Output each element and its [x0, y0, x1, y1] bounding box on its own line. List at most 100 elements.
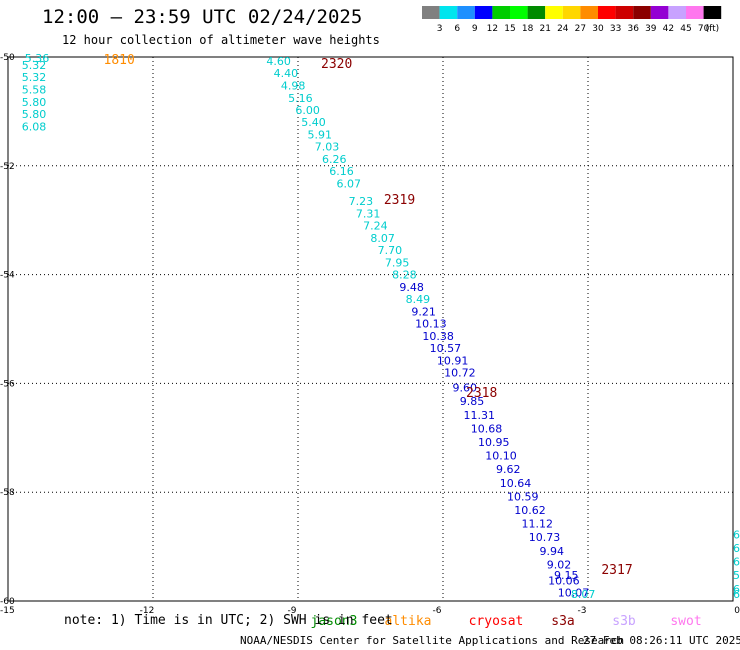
y-tick-label: -50 — [0, 53, 15, 63]
legend-unit: (ft) — [706, 24, 720, 34]
wave-height-label: 6.08 — [22, 120, 47, 133]
y-tick-label: -58 — [0, 488, 15, 498]
wave-height-label: 10.62 — [514, 504, 546, 517]
wave-height-label: 4.98 — [281, 80, 306, 93]
wave-height-label: 4.60 — [266, 55, 291, 68]
wave-height-label: 9.15 — [554, 569, 579, 582]
footer-credit: NOAA/NESDIS Center for Satellite Applica… — [240, 634, 625, 647]
footer-timestamp: 27 Feb 08:26:11 UTC 2025 — [583, 634, 740, 647]
wave-height-label: 10.72 — [444, 366, 476, 379]
wave-height-label: 5.32 — [22, 59, 47, 72]
wave-height-label: 7.70 — [378, 244, 403, 257]
x-tick-label: -9 — [288, 606, 297, 616]
wave-height-label: 5.80 — [22, 108, 47, 121]
legend-swatch — [474, 6, 493, 19]
legend-tick-label: 30 — [592, 24, 604, 34]
y-tick-label: -60 — [0, 597, 15, 607]
track-time-label: 2319 — [384, 193, 415, 208]
legend-swatch — [492, 6, 510, 19]
wave-height-label: 8.28 — [392, 268, 417, 281]
y-tick-label: -56 — [0, 379, 15, 389]
legend-tick-label: 33 — [610, 24, 621, 34]
legend-swatch — [527, 6, 546, 19]
color-scale-legend: 3 6 9 12 15 18 21 24 27 30 33 36 39 42 45 70(ft) — [422, 6, 722, 34]
legend-tick-label: 45 — [680, 24, 691, 34]
wave-height-label: 7.24 — [363, 219, 388, 232]
wave-height-label: 10.59 — [507, 490, 539, 503]
wave-height-label: 10.06 — [548, 575, 580, 588]
wave-height-label: 10.10 — [485, 450, 517, 463]
legend-swatch — [545, 6, 563, 19]
legend-tick-label: 18 — [522, 24, 534, 34]
legend-tick-label: 21 — [539, 24, 550, 34]
legend-tick-label: 36 — [627, 24, 639, 34]
x-tick-label: -3 — [578, 606, 587, 616]
wave-height-label: 8.07 — [370, 232, 395, 245]
wave-height-label: 10.68 — [471, 422, 503, 435]
wave-height-label: 10.07 — [558, 587, 590, 600]
wave-height-label: 5.58 — [22, 83, 47, 96]
page-subtitle: 12 hour collection of altimeter wave hei… — [62, 33, 380, 47]
plot-frame — [7, 56, 734, 602]
legend-swatch — [580, 6, 598, 19]
legend-tick-label: 27 — [575, 24, 586, 34]
legend-tick-label: 3 — [437, 24, 443, 34]
y-tick-label: -52 — [0, 162, 15, 172]
edge-wave-height-label: 6 — [733, 556, 740, 569]
wave-height-label: 10.38 — [422, 330, 454, 343]
wave-height-label: 10.64 — [500, 477, 532, 490]
x-tick-label: -15 — [0, 606, 15, 616]
footer-note: note: 1) Time is in UTC; 2) SWH is in fe… — [64, 613, 393, 628]
wave-height-label: 10.57 — [430, 342, 462, 355]
satellite-name-s3b: s3b — [612, 614, 636, 629]
wave-height-label: 5.36 — [25, 52, 50, 65]
wave-height-label: 7.95 — [385, 256, 410, 269]
legend-tick-label: 24 — [557, 24, 569, 34]
wave-height-label: 8.49 — [406, 293, 431, 306]
wave-height-label: 9.21 — [411, 305, 436, 318]
satellite-name-jason3: jason3 — [311, 614, 358, 629]
legend-tick-label: 9 — [472, 24, 478, 34]
edge-wave-height-label: 6 — [733, 542, 740, 555]
wave-height-label: 9.48 — [399, 281, 424, 294]
y-tick-label: -54 — [0, 271, 15, 281]
wave-height-label: 6.00 — [295, 104, 320, 117]
edge-wave-height-label: 5 — [733, 569, 740, 582]
legend-swatch — [422, 6, 440, 19]
wave-height-label: 10.13 — [415, 317, 447, 330]
edge-wave-height-label: 6 — [733, 588, 740, 601]
track-time-label: 2317 — [601, 563, 632, 578]
wave-height-label: 5.40 — [301, 116, 326, 129]
track-time-label: 2320 — [321, 57, 352, 72]
wave-height-label: 7.23 — [349, 195, 374, 208]
legend-swatch — [668, 6, 686, 19]
wave-height-label: 10.95 — [478, 436, 510, 449]
edge-wave-height-label: 6 — [733, 583, 740, 596]
wave-height-label: 9.60 — [453, 382, 478, 395]
wave-height-label: 10.73 — [529, 531, 561, 544]
legend-tick-label: 42 — [663, 24, 674, 34]
legend-swatch — [562, 6, 581, 19]
legend-swatch — [510, 6, 528, 19]
wave-height-label: 6.07 — [337, 178, 362, 191]
page-title: 12:00 – 23:59 UTC 02/24/2025 — [42, 6, 363, 28]
wave-height-label: 8.07 — [571, 588, 596, 601]
wave-height-label: 9.62 — [496, 463, 521, 476]
wave-height-label: 11.31 — [464, 409, 496, 422]
satellite-name-cryosat: cryosat — [469, 614, 524, 629]
legend-swatch — [633, 6, 651, 19]
legend-tick-label: 6 — [454, 24, 460, 34]
x-tick-label: -6 — [433, 606, 442, 616]
wave-height-label: 5.32 — [22, 71, 47, 84]
wave-height-label: 7.31 — [356, 207, 381, 220]
track-time-label: 1810 — [104, 53, 135, 68]
wave-height-label: 5.91 — [308, 129, 333, 142]
wave-height-label: 6.26 — [322, 153, 347, 166]
legend-tick-label: 70 — [698, 24, 710, 34]
x-tick-label: -12 — [140, 606, 155, 616]
wave-height-label: 11.12 — [522, 518, 554, 531]
wave-height-label: 5.80 — [22, 96, 47, 109]
legend-swatch — [439, 6, 458, 19]
legend-swatch — [457, 6, 475, 19]
